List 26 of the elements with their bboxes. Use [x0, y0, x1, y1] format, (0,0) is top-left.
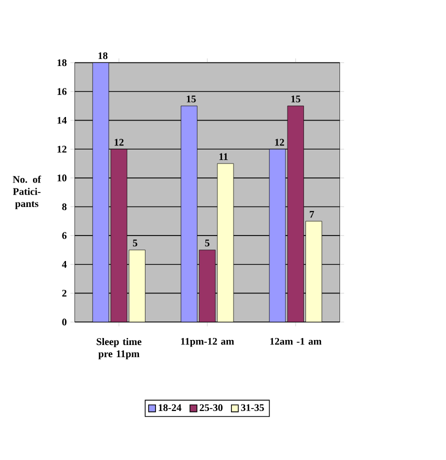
data-label: 15: [187, 96, 196, 102]
y-tick-label: 12: [58, 146, 67, 152]
data-label: 12: [114, 138, 124, 146]
y-tick-label: 4: [62, 261, 67, 268]
data-label: 15: [292, 96, 300, 102]
data-label: 7: [310, 210, 314, 218]
data-label: 5: [133, 240, 138, 246]
x-tick-label: 11pm-12 am: [181, 338, 234, 347]
y-tick-label: 18: [58, 59, 67, 66]
data-label: 12: [275, 138, 284, 146]
legend-label: 25-30: [200, 404, 223, 412]
y-tick-label: 2: [62, 290, 67, 297]
legend-label: 31-35: [241, 404, 264, 412]
y-tick-label: 6: [62, 232, 67, 239]
x-tick-label: 12am -1 am: [270, 338, 322, 345]
legend-label: 18-24: [158, 404, 182, 412]
y-tick-label: 8: [62, 203, 67, 210]
y-tick-label: 16: [58, 88, 67, 95]
data-label: 5: [205, 240, 210, 246]
y-tick-label: 0: [62, 318, 67, 326]
y-tick-label: 10: [58, 174, 67, 182]
data-label: 18: [98, 52, 108, 60]
x-tick-label: Sleep time pre 11pm: [96, 338, 142, 360]
y-axis-title: No. of Patici-pants: [13, 176, 42, 210]
y-tick-label: 14: [58, 117, 67, 124]
data-label: 11: [220, 153, 228, 160]
